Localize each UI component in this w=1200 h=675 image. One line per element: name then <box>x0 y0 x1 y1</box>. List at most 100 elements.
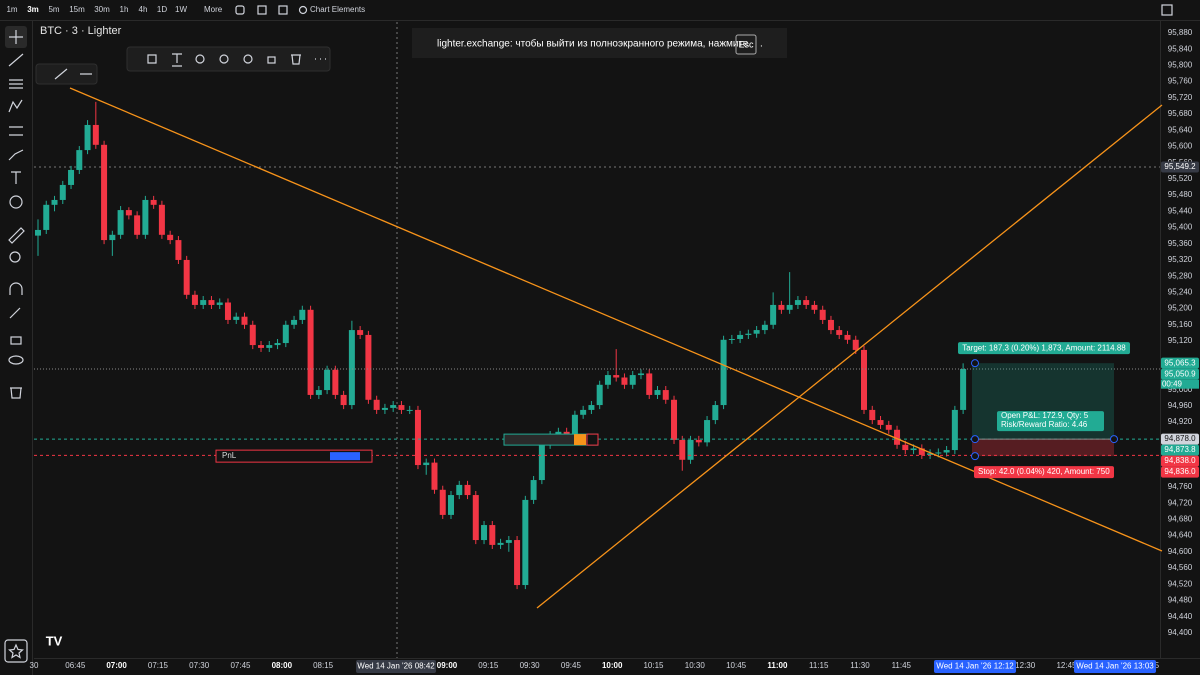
y-tick-label: 94,440 <box>1168 612 1193 621</box>
eye-icon[interactable] <box>8 355 24 365</box>
icon[interactable] <box>291 54 301 65</box>
icon[interactable] <box>219 54 229 64</box>
candle-body <box>704 420 711 443</box>
target-label: Target: 187.3 (0.20%) 1,873, Amount: 211… <box>962 343 1126 352</box>
text-icon[interactable] <box>11 171 21 184</box>
candle-body <box>216 302 223 305</box>
candle-body <box>654 390 661 395</box>
candle-body <box>464 484 471 496</box>
price-pill-text: 94,836.0 <box>1164 467 1196 476</box>
candle-body <box>712 405 719 421</box>
handle[interactable] <box>1110 435 1118 444</box>
icon[interactable] <box>257 5 267 15</box>
candle-body <box>109 234 116 241</box>
magnet-icon[interactable] <box>9 282 23 295</box>
candle-body <box>423 462 430 466</box>
candle-body <box>910 448 917 451</box>
target-pill <box>958 342 1130 355</box>
icon[interactable] <box>267 56 276 64</box>
line-icon[interactable] <box>8 53 24 67</box>
candle-body <box>811 304 818 310</box>
projection-icon[interactable] <box>9 126 23 136</box>
candle-body <box>456 484 463 496</box>
candle-body <box>943 450 950 453</box>
candle-body <box>894 429 901 445</box>
candle-body <box>101 144 108 241</box>
price-pill <box>1161 368 1199 380</box>
interval-button[interactable]: 1m <box>6 5 17 14</box>
brush-icon[interactable] <box>8 149 24 161</box>
candle-body <box>927 453 934 455</box>
interval-button[interactable]: 3m <box>27 5 39 14</box>
candle-body <box>233 316 240 320</box>
stop-label: Stop: 42.0 (0.04%) 420, Amount: 750 <box>978 467 1110 476</box>
handle[interactable] <box>971 359 979 368</box>
y-tick-label: 95,240 <box>1168 287 1193 296</box>
interval-button[interactable]: 15m <box>69 5 85 14</box>
x-tick-label: 09:00 <box>437 661 458 670</box>
fullscreen-icon[interactable] <box>1161 4 1173 16</box>
y-tick-label: 95,600 <box>1168 142 1193 151</box>
y-tick-label: 94,520 <box>1168 579 1193 588</box>
favorites-button[interactable] <box>4 639 28 663</box>
trash-icon[interactable] <box>10 387 22 399</box>
x-tick-label: 09:30 <box>520 661 541 670</box>
icon[interactable] <box>243 54 253 64</box>
interval-button[interactable]: 5m <box>48 5 59 14</box>
emoji-icon[interactable] <box>9 195 23 209</box>
time-pill-text: Wed 14 Jan '26 13:03 <box>1076 662 1154 671</box>
candle-body <box>241 316 248 325</box>
candle-body <box>745 333 752 335</box>
trend-line[interactable] <box>536 104 1163 609</box>
candle-body <box>613 375 620 378</box>
x-tick-label: 09:45 <box>561 661 582 670</box>
candle-body <box>679 439 686 460</box>
ruler-icon[interactable] <box>8 227 25 244</box>
y-tick-label: 95,680 <box>1168 109 1193 118</box>
x-tick-label: 11:15 <box>809 661 829 670</box>
interval-button[interactable]: 1D <box>157 5 167 14</box>
x-tick-label: 06:45 <box>65 661 86 670</box>
candle-body <box>877 420 884 425</box>
y-tick-label: 95,120 <box>1168 336 1193 345</box>
crosshair-time-text: Wed 14 Jan '26 08:42 <box>357 662 435 671</box>
icon[interactable] <box>235 5 245 15</box>
interval-button[interactable]: 1W <box>175 5 187 14</box>
stop-pill <box>974 466 1114 479</box>
interval-button[interactable]: 30m <box>94 5 110 14</box>
price-pill <box>1161 455 1199 467</box>
drawing-toolbar <box>35 46 331 85</box>
candle-body <box>497 542 504 545</box>
lock-draw-icon[interactable] <box>9 307 21 319</box>
icons[interactable] <box>147 53 182 67</box>
candle-body <box>200 300 207 305</box>
candle-body <box>629 375 636 385</box>
handle[interactable] <box>971 452 979 461</box>
order-close[interactable] <box>586 433 599 446</box>
time-pill-text: Wed 14 Jan '26 12:12 <box>936 662 1014 671</box>
y-tick-label: 95,160 <box>1168 320 1193 329</box>
interval-button[interactable]: 4h <box>139 5 148 14</box>
candle-body <box>604 375 611 385</box>
icon[interactable] <box>278 5 288 15</box>
icons[interactable] <box>54 68 92 80</box>
order-button[interactable] <box>574 434 586 446</box>
chart-elements-button[interactable]: Chart Elements <box>310 5 365 14</box>
candle-body <box>588 405 595 410</box>
crosshair-icon[interactable] <box>9 30 23 44</box>
candle-body <box>571 414 578 440</box>
interval-button[interactable]: 1h <box>120 5 129 14</box>
handle[interactable] <box>971 435 979 444</box>
key-box <box>735 34 757 55</box>
icon[interactable] <box>195 54 205 64</box>
price-pill-text: 94,878.0 <box>1164 434 1196 443</box>
pattern-icon[interactable] <box>8 99 23 113</box>
crosshair-price-pill <box>1161 161 1199 173</box>
more-button[interactable]: More <box>204 5 223 14</box>
symbol-title: BTC · 3 · Lighter <box>40 25 122 37</box>
key-label: Esc <box>738 39 754 49</box>
zoom-icon[interactable] <box>9 251 21 263</box>
fib-icon[interactable] <box>9 79 23 89</box>
lock-icon[interactable] <box>10 336 22 345</box>
